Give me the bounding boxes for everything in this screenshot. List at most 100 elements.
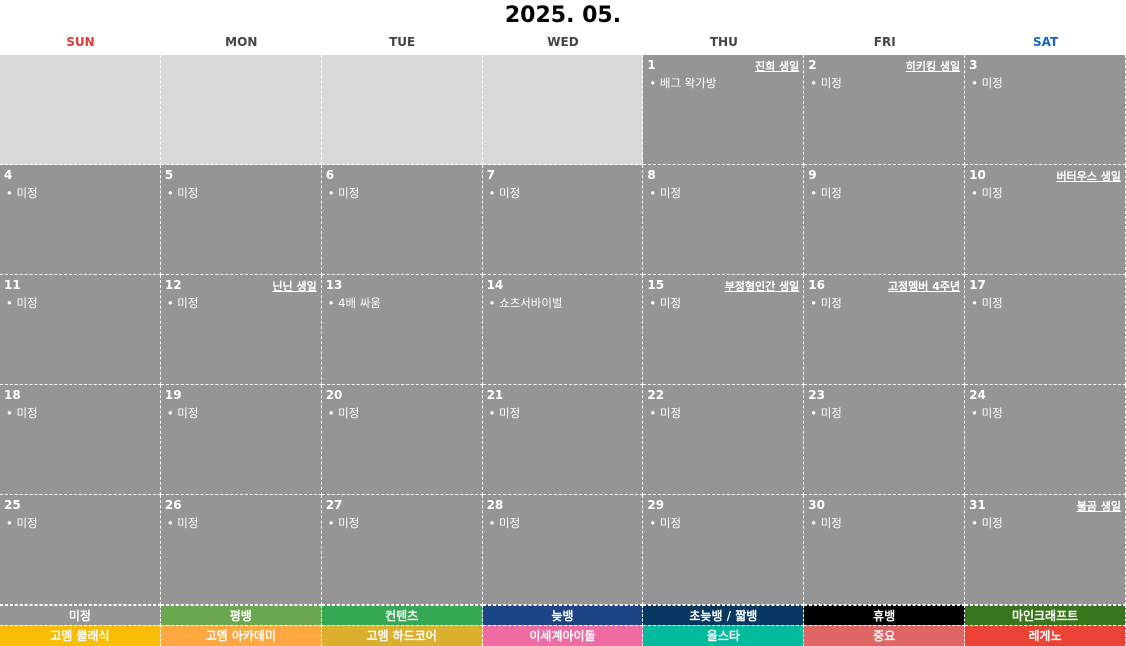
- empty-cell: [160, 55, 322, 165]
- day-cell[interactable]: 2 히키킹 생일 • 미정: [804, 55, 966, 165]
- day-number: 5: [164, 168, 174, 182]
- day-cell[interactable]: 31 불곰 생일 • 미정: [965, 495, 1126, 605]
- day-number: 21: [486, 388, 504, 402]
- day-number: 18: [4, 388, 21, 402]
- event-item[interactable]: • 미정: [810, 516, 842, 530]
- event-item[interactable]: • 미정: [6, 406, 38, 420]
- day-cell[interactable]: 9 • 미정: [804, 165, 966, 275]
- day-cell[interactable]: 15 부정형인간 생일 • 미정: [643, 275, 805, 385]
- day-cell[interactable]: 8 • 미정: [643, 165, 805, 275]
- day-number: 3: [969, 58, 978, 72]
- day-cell[interactable]: 28 • 미정: [482, 495, 644, 605]
- legend-row-2: 고멤 클래식 고멤 아카데미 고멤 하드코어 이세계아이돌 올스타 중요 레게노: [0, 625, 1126, 646]
- legend-item: 이세계아이돌: [482, 625, 644, 646]
- event-item[interactable]: • 미정: [971, 516, 1003, 530]
- day-cell[interactable]: 16 고정멤버 4주년 • 미정: [804, 275, 966, 385]
- day-cell[interactable]: 10 버터우스 생일 • 미정: [965, 165, 1126, 275]
- day-cell[interactable]: 13 • 4배 싸움: [321, 275, 483, 385]
- event-item[interactable]: • 미정: [810, 76, 842, 90]
- event-item[interactable]: • 미정: [166, 516, 199, 530]
- legend-row-1: 미정 평뱅 컨텐츠 늦뱅 초늦뱅 / 짧뱅 휴뱅 마인크래프트: [0, 605, 1126, 626]
- day-cell[interactable]: 19 • 미정: [160, 385, 322, 495]
- day-cell[interactable]: 30 • 미정: [804, 495, 966, 605]
- event-item[interactable]: • 미정: [971, 76, 1003, 90]
- day-cell[interactable]: 11 • 미정: [0, 275, 161, 385]
- event-item[interactable]: • 미정: [6, 186, 38, 200]
- event-item[interactable]: • 미정: [327, 406, 360, 420]
- day-number: 15: [647, 278, 665, 292]
- event-item[interactable]: • 미정: [810, 186, 842, 200]
- day-number: 1: [647, 58, 656, 72]
- day-cell[interactable]: 27 • 미정: [321, 495, 483, 605]
- event-item[interactable]: • 미정: [649, 406, 682, 420]
- legend-item: 올스타: [643, 625, 805, 646]
- day-cell[interactable]: 23 • 미정: [804, 385, 966, 495]
- event-item[interactable]: • 미정: [649, 186, 682, 200]
- legend-item: 고멤 하드코어: [321, 625, 483, 646]
- calendar-grid: 1 진희 생일 • 배그 왁가방 2 히키킹 생일 • 미정 3 • 미정 4 • 미정 5 • 미정…: [0, 54, 1126, 605]
- event-item[interactable]: • 미정: [488, 186, 521, 200]
- day-cell[interactable]: 21 • 미정: [482, 385, 644, 495]
- event-item[interactable]: • 미정: [971, 186, 1003, 200]
- day-note[interactable]: 히키킹 생일: [905, 60, 961, 73]
- event-item[interactable]: • 미정: [166, 186, 199, 200]
- day-cell[interactable]: 25 • 미정: [0, 495, 161, 605]
- legend-item: 마인크래프트: [965, 605, 1126, 626]
- month-title: 2025. 05.: [504, 3, 622, 28]
- day-cell[interactable]: 12 닌닌 생일 • 미정: [160, 275, 322, 385]
- day-cell[interactable]: 29 • 미정: [643, 495, 805, 605]
- event-item[interactable]: • 쇼츠서바이벌: [488, 296, 563, 310]
- weekday-wed: WED: [547, 35, 579, 49]
- legend-item: 미정: [0, 605, 161, 626]
- legend-item: 휴뱅: [804, 605, 966, 626]
- day-number: 26: [164, 498, 182, 512]
- day-number: 20: [325, 388, 343, 402]
- day-note[interactable]: 부정형인간 생일: [724, 280, 800, 293]
- event-item[interactable]: • 미정: [327, 516, 360, 530]
- day-cell[interactable]: 24 • 미정: [965, 385, 1126, 495]
- day-cell[interactable]: 14 • 쇼츠서바이벌: [482, 275, 644, 385]
- day-cell[interactable]: 3 • 미정: [965, 55, 1126, 165]
- day-cell[interactable]: 20 • 미정: [321, 385, 483, 495]
- day-number: 13: [325, 278, 343, 292]
- empty-cell: [482, 55, 644, 165]
- day-cell[interactable]: 1 진희 생일 • 배그 왁가방: [643, 55, 805, 165]
- day-note[interactable]: 불곰 생일: [1076, 500, 1121, 513]
- day-note[interactable]: 진희 생일: [754, 60, 800, 73]
- day-cell[interactable]: 18 • 미정: [0, 385, 161, 495]
- event-item[interactable]: • 미정: [971, 406, 1003, 420]
- day-number: 14: [486, 278, 504, 292]
- legend-item: 고멤 아카데미: [160, 625, 322, 646]
- day-cell[interactable]: 22 • 미정: [643, 385, 805, 495]
- event-item[interactable]: • 미정: [649, 296, 682, 310]
- event-item[interactable]: • 미정: [810, 296, 842, 310]
- event-item[interactable]: • 미정: [6, 296, 38, 310]
- event-item[interactable]: • 미정: [6, 516, 38, 530]
- day-number: 8: [647, 168, 656, 182]
- day-note[interactable]: 고정멤버 4주년: [887, 280, 961, 293]
- day-note[interactable]: 닌닌 생일: [272, 280, 317, 293]
- event-item[interactable]: • 미정: [810, 406, 842, 420]
- legend-item: 중요: [804, 625, 966, 646]
- event-item[interactable]: • 미정: [166, 296, 199, 310]
- day-cell[interactable]: 7 • 미정: [482, 165, 644, 275]
- day-number: 11: [4, 278, 21, 292]
- day-cell[interactable]: 6 • 미정: [321, 165, 483, 275]
- event-item[interactable]: • 배그 왁가방: [649, 76, 717, 90]
- event-item[interactable]: • 미정: [488, 516, 521, 530]
- day-number: 4: [4, 168, 13, 182]
- day-cell[interactable]: 5 • 미정: [160, 165, 322, 275]
- event-item[interactable]: • 미정: [327, 186, 360, 200]
- event-item[interactable]: • 미정: [166, 406, 199, 420]
- event-item[interactable]: • 미정: [649, 516, 682, 530]
- day-number: 23: [808, 388, 825, 402]
- event-item[interactable]: • 미정: [971, 296, 1003, 310]
- day-cell[interactable]: 26 • 미정: [160, 495, 322, 605]
- day-note[interactable]: 버터우스 생일: [1056, 170, 1121, 183]
- weekday-mon: MON: [225, 35, 258, 49]
- day-cell[interactable]: 17 • 미정: [965, 275, 1126, 385]
- event-item[interactable]: • 4배 싸움: [327, 296, 381, 310]
- day-cell[interactable]: 4 • 미정: [0, 165, 161, 275]
- event-item[interactable]: • 미정: [488, 406, 521, 420]
- day-number: 17: [969, 278, 986, 292]
